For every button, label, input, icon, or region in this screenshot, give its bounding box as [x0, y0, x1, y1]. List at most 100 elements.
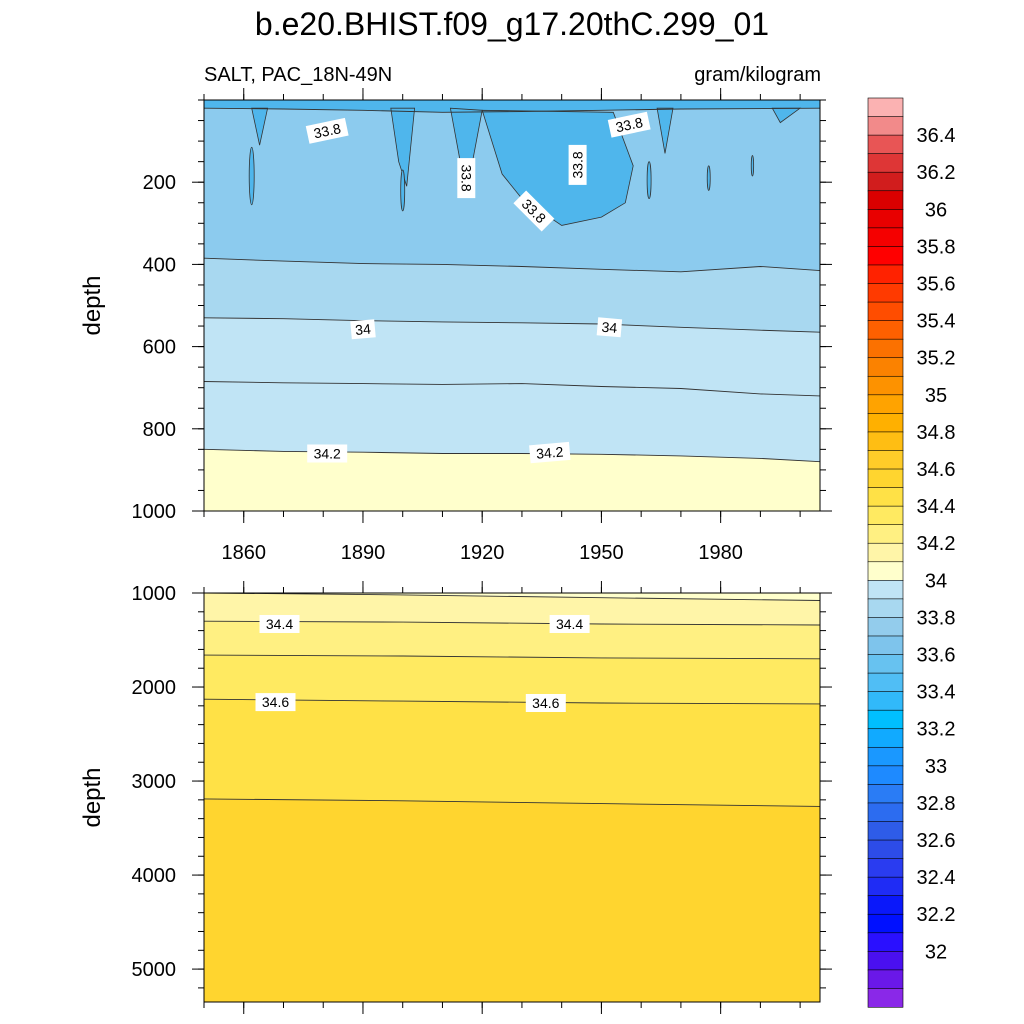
colorbar-label: 35.6 [917, 274, 956, 296]
lower-panel: 34.4 34.4 34.6 34.6 1000 2000 3000 4000 5000 dep… [79, 581, 832, 1014]
colorbar-box [867, 505, 904, 526]
upper-closed-contour-3 [706, 165, 711, 191]
upper-closed-contour-1 [400, 169, 406, 212]
colorbar-box [867, 951, 904, 971]
colorbar-box [867, 580, 904, 600]
contour-label-box [525, 694, 566, 712]
x-tick-label: 1920 [460, 542, 505, 564]
y-tick-label: 200 [143, 172, 176, 194]
colorbar-label: 35 [925, 385, 947, 407]
y-tick-label: 400 [143, 254, 176, 276]
contour-label-box [607, 111, 651, 138]
upper-contour-33-9 [204, 257, 820, 273]
contour-label-group: 33.8 [457, 158, 476, 199]
upper-closed-contour-2 [646, 161, 652, 200]
y-tick-label: 600 [143, 337, 176, 359]
y-tick-label: 2000 [132, 677, 177, 699]
lower-band-2 [204, 621, 820, 659]
colorbar-box [867, 895, 904, 915]
colorbar-box [867, 524, 904, 544]
colorbar-label: 32.8 [917, 793, 956, 815]
colorbar-label: 34.8 [917, 422, 956, 444]
colorbar-label: 36.4 [917, 125, 956, 147]
upper-contour-33-8 [204, 107, 820, 113]
lower-band-3 [204, 655, 820, 704]
lower-band-0 [204, 593, 820, 601]
lower-band-4 [204, 699, 820, 807]
colorbar-box [867, 153, 904, 173]
colorbar-label: 34 [925, 570, 947, 592]
contour-label-group: 34.4 [549, 615, 590, 633]
colorbar-box [867, 932, 904, 952]
x-tick-label: 1980 [698, 542, 743, 564]
colorbar-box [867, 190, 904, 210]
lower-band-1 [204, 593, 820, 625]
colorbar-label: 34.4 [917, 496, 956, 518]
contour-label-box [529, 441, 571, 464]
upper-contour-34-1 [204, 381, 820, 397]
colorbar-box [867, 802, 904, 823]
contour-label-box [255, 693, 296, 712]
colorbar-box [867, 542, 904, 563]
colorbar-box [867, 246, 904, 266]
colorbar-box [867, 654, 904, 674]
colorbar-label: 33.2 [917, 719, 956, 741]
colorbar-box [867, 171, 904, 192]
colorbar-label: 33 [925, 756, 947, 778]
contour-label: 33.8 [458, 164, 474, 191]
upper-closed-contour-0 [248, 146, 255, 206]
colorbar-label: 32 [925, 941, 947, 963]
variable-label: SALT, PAC_18N-49N [204, 64, 393, 86]
contour-label-group: 34.2 [307, 444, 348, 463]
contour-label-group: 34 [596, 317, 623, 338]
contour-label: 33.8 [570, 151, 586, 178]
colorbar-label: 36 [925, 199, 947, 221]
contour-label: 33.8 [312, 120, 342, 141]
colorbar-label: 34.2 [917, 533, 956, 555]
contour-label-box [513, 190, 555, 232]
colorbar-box [867, 375, 904, 396]
colorbar-box [867, 357, 904, 377]
colorbar-box [867, 283, 904, 303]
x-tick-label: 1860 [221, 542, 266, 564]
contour-label-box [596, 317, 623, 338]
colorbar-box [867, 746, 904, 767]
contour-label-box [568, 144, 587, 185]
contour-label-box [549, 615, 590, 633]
colorbar-box [867, 709, 904, 730]
colorbar-box [867, 839, 904, 860]
colorbar-box [867, 264, 904, 285]
upper-band-2 [204, 258, 820, 333]
colorbar-box [867, 134, 904, 155]
colorbar-box [867, 209, 904, 229]
contour-label: 34.6 [532, 695, 559, 711]
contour-label-group: 34.6 [525, 694, 566, 712]
colorbar-box [867, 728, 904, 748]
contour-label-group: 33.8 [568, 144, 587, 185]
lower-contour-34-7 [204, 798, 820, 807]
y-tick-label: 1000 [132, 583, 177, 605]
colorbar-label: 35.4 [917, 311, 956, 333]
colorbar-box [867, 876, 904, 897]
contour-label: 34.6 [262, 694, 289, 710]
colorbar-box [867, 394, 904, 414]
colorbar-label: 32.6 [917, 830, 956, 852]
colorbar-box [867, 969, 904, 990]
colorbar-label: 33.4 [917, 682, 956, 704]
colorbar-box [867, 821, 904, 841]
colorbar-label: 34.6 [917, 459, 956, 481]
chart-title: b.e20.BHIST.f09_g17.20thC.299_01 [254, 6, 770, 42]
contour-label: 34 [601, 319, 618, 336]
colorbar-box [867, 468, 904, 489]
colorbar-box [867, 988, 904, 1008]
contour-label: 34 [355, 321, 372, 338]
upper-contour-34 [204, 317, 820, 333]
colorbar-box [867, 672, 904, 693]
y-tick-label: 3000 [132, 771, 177, 793]
contour-label: 33.8 [614, 114, 644, 135]
contour-label-group: 34.6 [255, 693, 296, 712]
lower-contour-34-6 [204, 698, 820, 705]
contour-label: 34.2 [536, 443, 565, 461]
colorbar-box [867, 784, 904, 804]
